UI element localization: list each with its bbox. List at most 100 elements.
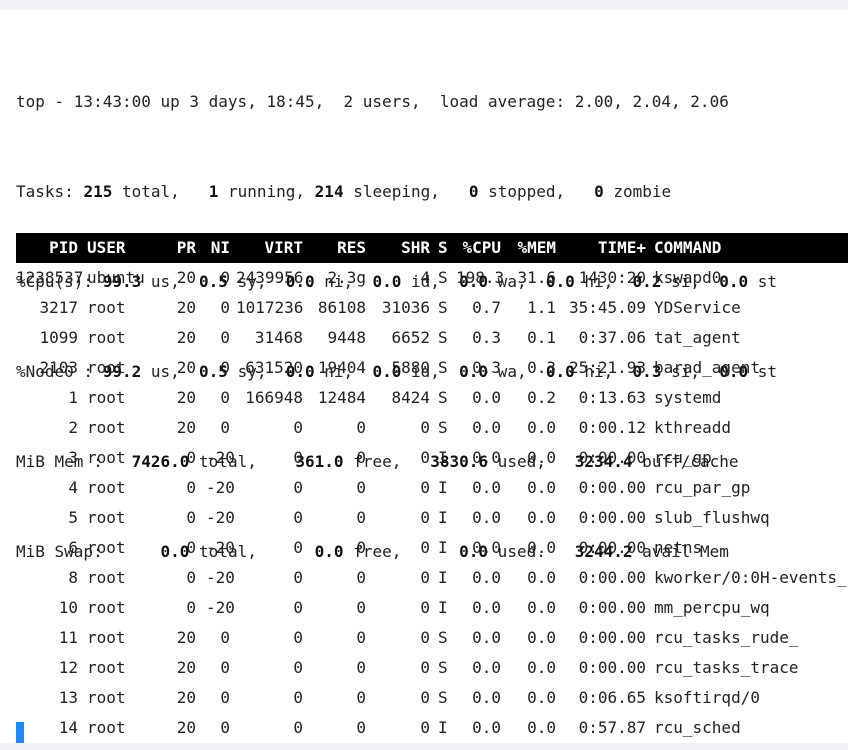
table-row[interactable]: 1 root 20 0 166948 12484 8424 S 0.0 0.2 0:13.63 sys… <box>16 383 848 413</box>
user-cell: root <box>87 568 126 587</box>
pid-cell: 2 <box>68 418 78 437</box>
user-cell: root <box>87 688 126 707</box>
pr-cell: 0 <box>186 478 196 497</box>
table-row[interactable]: 1099 root 20 0 31468 9448 6652 S 0.3 0.1 0:37.06 ta… <box>16 323 848 353</box>
ni-cell: 0 <box>220 358 230 377</box>
res-cell: 12484 <box>317 388 366 407</box>
virt-cell: 0 <box>293 508 303 527</box>
shr-cell: 0 <box>420 658 430 677</box>
ni-cell: -20 <box>206 538 235 557</box>
ni-cell: 0 <box>220 298 230 317</box>
time-cell: 1430:20 <box>578 268 646 287</box>
shr-cell: 0 <box>420 598 430 617</box>
pid-cell: 4 <box>68 478 78 497</box>
cpu-cell: 0.0 <box>472 568 501 587</box>
virt-cell: 0 <box>293 418 303 437</box>
table-row[interactable]: 8 root 0 -20 0 0 0 I 0.0 0.0 0:00.00 kworker/0:0H-e… <box>16 563 848 593</box>
pr-cell: 20 <box>176 688 196 707</box>
mem-cell: 1.1 <box>527 298 556 317</box>
shr-cell: 0 <box>420 688 430 707</box>
pr-cell: 20 <box>176 298 196 317</box>
terminal-cursor <box>16 722 24 743</box>
virt-cell: 2439956 <box>236 268 304 287</box>
table-row[interactable]: 14 root 20 0 0 0 0 I 0.0 0.0 0:57.87 rcu_sched <box>16 713 848 743</box>
process-table: PID USER PR NI VIRT RES SHR S %CPU %MEM … <box>16 233 848 743</box>
pid-cell: 1099 <box>39 328 78 347</box>
mem-cell: 0.0 <box>527 598 556 617</box>
table-row[interactable]: 3 root 0 -20 0 0 0 I 0.0 0.0 0:00.00 rcu_gp <box>16 443 848 473</box>
pid-cell: 8 <box>68 568 78 587</box>
user-cell: root <box>87 628 126 647</box>
user-cell: root <box>87 658 126 677</box>
pr-cell: 0 <box>186 598 196 617</box>
pr-cell: 0 <box>186 448 196 467</box>
state-cell: I <box>438 598 448 617</box>
command-cell: systemd <box>654 388 722 407</box>
ni-cell: 0 <box>220 688 230 707</box>
res-cell: 0 <box>356 418 366 437</box>
time-cell: 25:21.93 <box>568 358 646 377</box>
virt-cell: 0 <box>293 658 303 677</box>
time-cell: 0:00.00 <box>578 448 646 467</box>
shr-cell: 31036 <box>381 298 430 317</box>
table-row[interactable]: 12 root 20 0 0 0 0 S 0.0 0.0 0:00.00 rcu_tasks_trac… <box>16 653 848 683</box>
pid-cell: 1 <box>68 388 78 407</box>
res-cell: 0 <box>356 448 366 467</box>
pr-cell: 20 <box>176 718 196 737</box>
time-cell: 0:06.65 <box>578 688 646 707</box>
virt-cell: 0 <box>293 448 303 467</box>
cpu-cell: 0.3 <box>472 328 501 347</box>
cpu-cell: 0.0 <box>472 688 501 707</box>
mem-cell: 0.0 <box>527 448 556 467</box>
command-cell: slub_flushwq <box>654 508 770 527</box>
cpu-cell: 0.0 <box>472 628 501 647</box>
time-cell: 0:00.00 <box>578 568 646 587</box>
table-row[interactable]: 2103 root 20 0 631520 19404 5880 S 0.3 0.3 25:21.9… <box>16 353 848 383</box>
time-cell: 0:00.00 <box>578 478 646 497</box>
pid-cell: 2103 <box>39 358 78 377</box>
col-time: TIME+ <box>597 238 646 257</box>
time-cell: 0:00.12 <box>578 418 646 437</box>
shr-cell: 0 <box>420 568 430 587</box>
res-cell: 2.3g <box>327 268 366 287</box>
mem-cell: 31.6 <box>517 268 556 287</box>
table-row[interactable]: 11 root 20 0 0 0 0 S 0.0 0.0 0:00.00 rcu_tasks_rude… <box>16 623 848 653</box>
process-rows: 1238537 ubuntu 20 0 2439956 2.3g 4 S 198.3 31.6 14… <box>16 263 848 743</box>
col-ni: NI <box>210 238 230 257</box>
pid-cell: 11 <box>58 628 78 647</box>
col-pr: PR <box>176 238 196 257</box>
table-row[interactable]: 3217 root 20 0 1017236 86108 31036 S 0.7 1.1 35:45… <box>16 293 848 323</box>
cpu-cell: 0.0 <box>472 448 501 467</box>
table-row[interactable]: 2 root 20 0 0 0 0 S 0.0 0.0 0:00.12 kthreadd <box>16 413 848 443</box>
command-cell: rcu_gp <box>654 448 712 467</box>
state-cell: S <box>438 358 448 377</box>
table-row[interactable]: 13 root 20 0 0 0 0 S 0.0 0.0 0:06.65 ksoftirqd/0 <box>16 683 848 713</box>
res-cell: 0 <box>356 538 366 557</box>
col-shr: SHR <box>401 238 430 257</box>
virt-cell: 31468 <box>254 328 303 347</box>
table-row[interactable]: 1238537 ubuntu 20 0 2439956 2.3g 4 S 198.3 31.6 14… <box>16 263 848 293</box>
state-cell: S <box>438 298 448 317</box>
pr-cell: 0 <box>186 538 196 557</box>
col-pid: PID <box>49 238 78 257</box>
command-cell: rcu_tasks_trace <box>654 658 799 677</box>
table-row[interactable]: 5 root 0 -20 0 0 0 I 0.0 0.0 0:00.00 slub_flushwq <box>16 503 848 533</box>
time-cell: 0:13.63 <box>578 388 646 407</box>
ni-cell: -20 <box>206 508 235 527</box>
res-cell: 9448 <box>327 328 366 347</box>
pr-cell: 20 <box>176 268 196 287</box>
pr-cell: 20 <box>176 418 196 437</box>
shr-cell: 0 <box>420 628 430 647</box>
cpu-cell: 0.0 <box>472 598 501 617</box>
time-cell: 0:00.00 <box>578 628 646 647</box>
time-cell: 0:37.06 <box>578 328 646 347</box>
table-row[interactable]: 10 root 0 -20 0 0 0 I 0.0 0.0 0:00.00 mm_percpu_wq <box>16 593 848 623</box>
shr-cell: 6652 <box>391 328 430 347</box>
time-cell: 0:00.00 <box>578 508 646 527</box>
terminal-window[interactable]: top - 13:43:00 up 3 days, 18:45, 2 users… <box>0 10 848 743</box>
shr-cell: 0 <box>420 418 430 437</box>
table-row[interactable]: 4 root 0 -20 0 0 0 I 0.0 0.0 0:00.00 rcu_par_gp <box>16 473 848 503</box>
table-row[interactable]: 6 root 0 -20 0 0 0 I 0.0 0.0 0:00.00 netns <box>16 533 848 563</box>
virt-cell: 0 <box>293 688 303 707</box>
state-cell: I <box>438 718 448 737</box>
